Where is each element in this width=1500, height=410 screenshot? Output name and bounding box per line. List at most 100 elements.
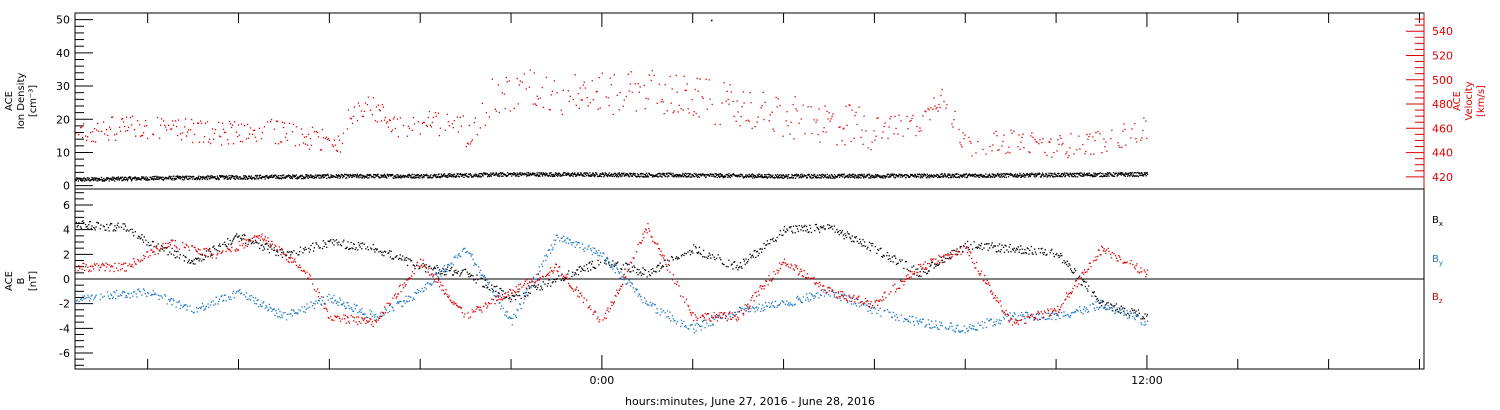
density-point <box>1056 173 1059 175</box>
density-point <box>151 178 153 181</box>
density-point <box>434 174 437 176</box>
velocity-point <box>1130 137 1132 139</box>
by-point <box>197 307 199 310</box>
by-point <box>383 314 385 316</box>
bx-point <box>146 244 148 246</box>
bx-point <box>657 264 659 267</box>
density-point <box>1107 174 1109 176</box>
density-point <box>685 176 687 178</box>
by-point <box>339 297 341 299</box>
bx-point <box>730 264 732 266</box>
bx-point <box>1061 261 1064 264</box>
density-point <box>848 173 851 175</box>
density-point <box>832 177 834 179</box>
bx-point <box>108 230 110 232</box>
density-point <box>531 174 533 176</box>
velocity-point <box>143 125 146 127</box>
density-point <box>716 174 718 176</box>
bx-point <box>151 240 154 243</box>
by-point <box>164 294 166 296</box>
density-point <box>780 176 782 178</box>
velocity-point <box>680 108 682 110</box>
bx-point <box>839 229 841 232</box>
velocity-point <box>236 135 239 138</box>
velocity-point <box>964 134 966 136</box>
density-point <box>752 174 754 176</box>
density-point <box>496 172 498 175</box>
density-point <box>311 177 313 179</box>
by-point <box>465 251 468 253</box>
velocity-point <box>591 80 593 82</box>
velocity-point <box>179 133 182 135</box>
density-point <box>872 175 874 177</box>
by-point <box>412 297 414 299</box>
density-point <box>323 174 325 176</box>
bx-point <box>757 255 759 257</box>
density-point <box>139 178 142 180</box>
density-point <box>1025 174 1027 177</box>
velocity-point <box>1122 130 1124 132</box>
axis-label-line: [km/s] <box>1476 85 1487 117</box>
bx-point <box>343 239 345 241</box>
velocity-point <box>421 122 424 124</box>
bx-point <box>398 257 401 259</box>
bx-point <box>999 251 1001 253</box>
density-point <box>581 174 583 176</box>
by-point <box>354 308 356 310</box>
bx-point <box>627 269 629 271</box>
density-point <box>372 175 374 178</box>
bx-point <box>491 284 493 286</box>
by-point <box>604 259 607 261</box>
velocity-point <box>258 127 261 129</box>
by-point <box>232 290 235 293</box>
density-point <box>208 178 211 180</box>
density-point <box>488 175 491 178</box>
density-point <box>858 176 861 179</box>
density-point <box>661 176 663 178</box>
bx-point <box>393 258 395 260</box>
density-point <box>696 174 698 177</box>
by-point <box>684 324 687 327</box>
density-point <box>541 175 544 177</box>
velocity-point <box>807 106 809 108</box>
axis-label-line: [cm⁻³] <box>28 85 39 117</box>
density-point <box>721 173 723 176</box>
bx-point <box>894 255 896 257</box>
density-point <box>860 177 862 179</box>
bx-point <box>1013 247 1015 249</box>
by-point <box>812 295 814 297</box>
density-point <box>158 176 160 178</box>
density-point <box>681 175 683 177</box>
density-point <box>383 173 386 176</box>
bx-point <box>930 264 932 266</box>
density-point <box>1021 175 1023 177</box>
velocity-point <box>686 83 688 85</box>
by-point <box>626 283 628 285</box>
bx-point <box>606 257 608 259</box>
velocity-point <box>1145 120 1147 122</box>
density-point <box>226 178 229 181</box>
bx-point <box>742 258 745 260</box>
density-point <box>321 176 323 178</box>
by-point <box>357 311 359 314</box>
bx-point <box>1063 260 1065 262</box>
density-point <box>443 175 445 177</box>
by-point <box>310 301 312 303</box>
bx-point <box>508 298 510 300</box>
density-point <box>1119 172 1121 174</box>
by-point <box>294 312 296 314</box>
bx-point <box>1128 315 1131 317</box>
velocity-point <box>92 140 95 143</box>
density-point <box>570 173 572 175</box>
density-point <box>396 174 398 176</box>
density-point <box>113 176 115 179</box>
bx-point <box>765 244 768 246</box>
density-point <box>926 177 928 179</box>
bx-point <box>685 252 688 255</box>
density-point <box>530 173 532 175</box>
bx-point <box>350 241 352 244</box>
bx-point <box>107 227 110 229</box>
by-point <box>84 297 87 300</box>
top-left-ticks <box>75 19 93 187</box>
density-point <box>101 178 103 181</box>
